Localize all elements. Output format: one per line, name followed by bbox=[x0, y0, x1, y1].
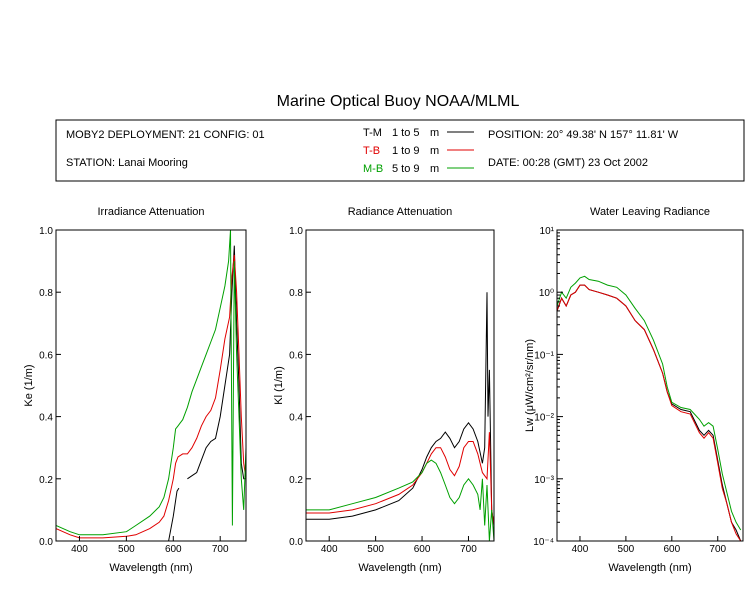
x-tick-label: 700 bbox=[709, 544, 726, 555]
x-tick-label: 700 bbox=[212, 544, 229, 555]
plot-frame bbox=[55, 229, 247, 542]
series-group bbox=[306, 292, 494, 541]
deployment-text: MOBY2 DEPLOYMENT: 21 CONFIG: 01 bbox=[66, 129, 265, 141]
y-tick-label: 10⁻² bbox=[534, 413, 554, 424]
series-line-m-b bbox=[56, 230, 246, 536]
page-title: Marine Optical Buoy NOAA/MLML bbox=[277, 93, 520, 110]
legend-item-tm: T-M 1 to 5 m bbox=[363, 127, 474, 139]
plot-frame bbox=[305, 229, 495, 542]
y-axis-label: Ke (1/m) bbox=[23, 364, 35, 406]
legend-unit: m bbox=[430, 127, 439, 139]
series-line-m-b bbox=[306, 459, 494, 541]
panel-title: Water Leaving Radiance bbox=[590, 206, 710, 218]
series-line-t-b bbox=[306, 432, 494, 526]
x-axis-label: Wavelength (nm) bbox=[109, 562, 192, 574]
series-line-t-b bbox=[56, 254, 246, 539]
series-line-t-m bbox=[306, 292, 494, 526]
y-tick-label: 10⁻¹ bbox=[534, 350, 554, 361]
y-axis-label: Kl (1/m) bbox=[273, 366, 285, 405]
y-tick-label: 0.4 bbox=[289, 413, 303, 424]
y-tick-label: 0.0 bbox=[289, 537, 303, 548]
y-axis-label: Lw (μW/cm²/sr/nm) bbox=[524, 339, 536, 432]
plot-frame bbox=[556, 229, 744, 542]
x-tick-label: 600 bbox=[165, 544, 182, 555]
y-tick-label: 10⁰ bbox=[539, 288, 554, 299]
panel-title: Radiance Attenuation bbox=[348, 206, 453, 218]
radiance-attenuation-panel: Radiance Attenuation 400 500 600 700 Waveleng… bbox=[273, 206, 495, 574]
y-tick-label: 0.8 bbox=[289, 288, 303, 299]
series-line-t-m bbox=[168, 245, 246, 541]
y-tick-label: 10⁻³ bbox=[534, 475, 554, 486]
panel-title: Irradiance Attenuation bbox=[97, 206, 204, 218]
x-tick-label: 400 bbox=[321, 544, 338, 555]
x-tick-label: 500 bbox=[118, 544, 135, 555]
legend-item-tb: T-B 1 to 9 m bbox=[363, 145, 474, 157]
x-axis-label: Wavelength (nm) bbox=[608, 562, 691, 574]
y-tick-label: 0.6 bbox=[39, 350, 53, 361]
water-leaving-radiance-panel: Water Leaving Radiance 400 500 600 700 Wavele… bbox=[524, 206, 744, 574]
x-tick-label: 500 bbox=[367, 544, 384, 555]
y-tick-label: 0.2 bbox=[289, 475, 303, 486]
legend-unit: m bbox=[430, 163, 439, 175]
legend-code: M-B bbox=[363, 163, 383, 175]
legend-code: T-B bbox=[363, 145, 380, 157]
y-tick-label: 0.2 bbox=[39, 475, 53, 486]
x-tick-label: 400 bbox=[71, 544, 88, 555]
x-tick-label: 600 bbox=[414, 544, 431, 555]
legend-range: 5 to 9 bbox=[392, 163, 420, 175]
series-line-t-b bbox=[557, 284, 742, 541]
x-tick-label: 400 bbox=[572, 544, 589, 555]
y-tick-label: 1.0 bbox=[289, 226, 303, 237]
y-tick-label: 0.4 bbox=[39, 413, 53, 424]
info-box: MOBY2 DEPLOYMENT: 21 CONFIG: 01 STATION:… bbox=[55, 119, 745, 182]
x-tick-label: 600 bbox=[663, 544, 680, 555]
position-text: POSITION: 20° 49.38' N 157° 11.81' W bbox=[488, 129, 679, 141]
x-tick-label: 700 bbox=[460, 544, 477, 555]
series-line-t-m bbox=[557, 284, 742, 541]
y-tick-label: 0.8 bbox=[39, 288, 53, 299]
y-tick-label: 1.0 bbox=[39, 226, 53, 237]
legend-code: T-M bbox=[363, 127, 382, 139]
legend: T-M 1 to 5 m T-B 1 to 9 m M-B 5 to 9 m bbox=[363, 127, 474, 175]
series-group bbox=[557, 275, 742, 541]
y-tick-label: 0.6 bbox=[289, 350, 303, 361]
y-tick-label: 10⁻⁴ bbox=[533, 537, 554, 548]
date-text: DATE: 00:28 (GMT) 23 Oct 2002 bbox=[488, 157, 648, 169]
legend-range: 1 to 9 bbox=[392, 145, 420, 157]
legend-item-mb: M-B 5 to 9 m bbox=[363, 163, 474, 175]
irradiance-attenuation-panel: Irradiance Attenuation 400 500 600 700 Wavele… bbox=[23, 206, 247, 574]
legend-unit: m bbox=[430, 145, 439, 157]
x-tick-label: 500 bbox=[618, 544, 635, 555]
x-axis-label: Wavelength (nm) bbox=[358, 562, 441, 574]
series-group bbox=[56, 230, 246, 541]
legend-range: 1 to 5 bbox=[392, 127, 420, 139]
y-tick-label: 10¹ bbox=[540, 226, 555, 237]
series-line-m-b bbox=[557, 275, 742, 531]
info-box-frame bbox=[55, 119, 745, 182]
station-text: STATION: Lanai Mooring bbox=[66, 157, 188, 169]
y-tick-label: 0.0 bbox=[39, 537, 53, 548]
